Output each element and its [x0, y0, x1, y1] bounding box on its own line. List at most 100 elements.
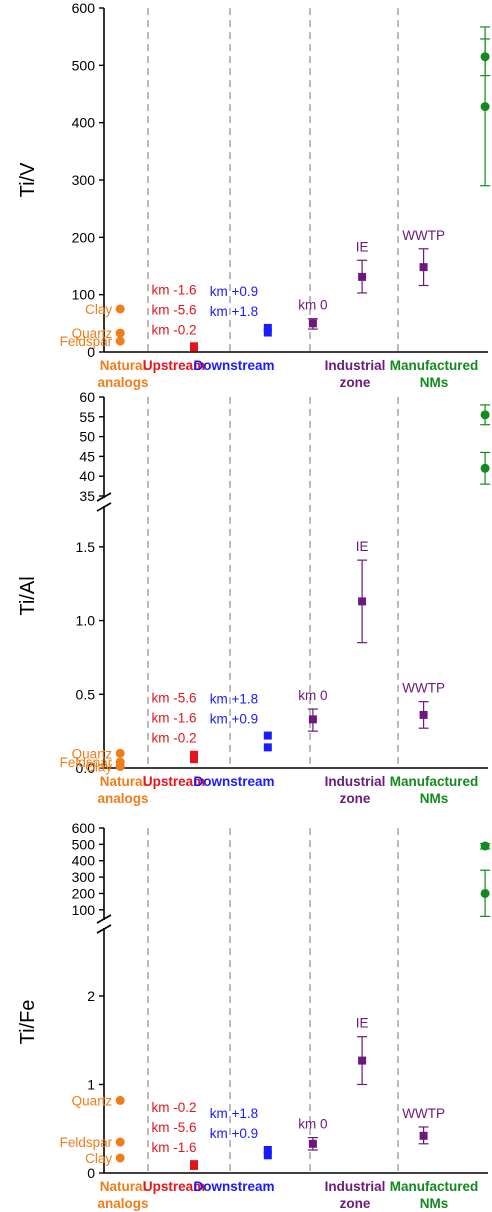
point-label: km +1.8: [210, 304, 258, 319]
y-tick-label: 1.0: [76, 613, 96, 629]
category-label: Downstream: [193, 358, 274, 373]
category-label: Industrial: [325, 1179, 386, 1194]
data-point: [308, 319, 317, 328]
point-label: km +1.8: [210, 692, 258, 707]
data-point: [480, 888, 490, 898]
y-axis-label: Ti/Fe: [17, 1000, 39, 1045]
axis-break-mark: [96, 914, 112, 924]
category-label: NMs: [420, 791, 449, 806]
point-label: km -0.2: [151, 322, 196, 337]
point-label: IE: [356, 539, 369, 554]
data-point: [419, 263, 428, 272]
category-label: Upstream: [143, 1179, 205, 1194]
category-label: Industrial: [325, 358, 386, 373]
y-tick-label: 300: [72, 869, 96, 885]
data-point: [480, 410, 490, 420]
y-tick-label: 300: [72, 172, 96, 188]
data-point: [115, 1153, 125, 1163]
data-point: [480, 841, 490, 851]
category-label: zone: [340, 1196, 371, 1211]
category-label: Manufactured: [390, 358, 479, 373]
data-point: [190, 755, 198, 764]
axis-break-mark: [96, 502, 112, 512]
data-point: [358, 1056, 367, 1065]
category-label: Natural: [100, 774, 147, 789]
y-tick-label: 40: [79, 468, 95, 484]
category-label: zone: [340, 791, 371, 806]
data-point: [115, 1137, 125, 1147]
y-tick-label: 35: [79, 488, 95, 504]
point-label: Clay: [85, 302, 112, 317]
category-label: Manufactured: [390, 774, 479, 789]
data-point: [115, 1095, 125, 1105]
y-tick-label: 400: [72, 853, 96, 869]
y-tick-label: 0.5: [76, 686, 96, 702]
data-point: [263, 731, 272, 740]
category-label: analogs: [97, 375, 148, 390]
category-label: NMs: [420, 375, 449, 390]
y-tick-label: 500: [72, 836, 96, 852]
point-label: Feldspar: [60, 334, 113, 349]
axis-break-mark: [96, 924, 112, 934]
data-point: [190, 1161, 198, 1170]
point-label: km +1.8: [210, 1106, 258, 1121]
data-point: [308, 715, 317, 724]
y-tick-label: 200: [72, 229, 96, 245]
point-label: Clay: [85, 1151, 112, 1166]
category-label: analogs: [97, 791, 148, 806]
point-label: IE: [356, 1016, 369, 1031]
data-point: [190, 343, 198, 352]
category-label: Downstream: [193, 1179, 274, 1194]
point-label: WWTP: [402, 228, 445, 243]
point-label: km -0.2: [151, 731, 196, 746]
point-label: Quartz: [72, 1093, 113, 1108]
point-label: IE: [356, 239, 369, 254]
data-point: [263, 323, 272, 332]
data-point: [419, 710, 428, 719]
y-axis-label: Ti/Al: [17, 576, 39, 615]
y-tick-label: 1: [87, 1076, 95, 1092]
point-label: Clay: [85, 760, 112, 775]
data-point: [263, 743, 272, 752]
y-tick-label: 0.0: [76, 760, 96, 776]
y-tick-label: 600: [72, 820, 96, 836]
axis-break-mark: [96, 492, 112, 502]
point-label: km -5.6: [151, 302, 196, 317]
category-label: Upstream: [143, 774, 205, 789]
point-label: km -5.6: [151, 691, 196, 706]
point-label: Quartz: [72, 326, 113, 341]
y-tick-label: 600: [72, 0, 96, 16]
point-label: km 0: [298, 298, 327, 313]
data-point: [115, 328, 125, 338]
category-label: zone: [340, 375, 371, 390]
y-tick-label: 55: [79, 409, 95, 425]
category-label: Manufactured: [390, 1179, 479, 1194]
data-point: [115, 762, 125, 772]
data-point: [358, 597, 367, 606]
point-label: km +0.9: [210, 712, 258, 727]
data-point: [480, 463, 490, 473]
y-tick-label: 400: [72, 115, 96, 131]
point-label: Feldspar: [60, 755, 113, 770]
point-label: km 0: [298, 1117, 327, 1132]
category-label: Downstream: [193, 774, 274, 789]
point-label: km 0: [298, 688, 327, 703]
category-label: Industrial: [325, 774, 386, 789]
point-label: Quartz: [72, 746, 113, 761]
y-tick-label: 60: [79, 389, 95, 405]
y-tick-label: 0: [87, 344, 95, 360]
y-tick-label: 45: [79, 448, 95, 464]
data-point: [263, 328, 272, 337]
y-tick-label: 100: [72, 287, 96, 303]
y-tick-label: 200: [72, 885, 96, 901]
point-label: WWTP: [402, 681, 445, 696]
y-axis-label: Ti/V: [17, 162, 39, 197]
y-tick-label: 1.5: [76, 539, 96, 555]
point-label: km +0.9: [210, 284, 258, 299]
data-point: [358, 272, 367, 281]
category-label: Upstream: [143, 358, 205, 373]
point-label: km -0.2: [151, 1100, 196, 1115]
y-tick-label: 50: [79, 429, 95, 445]
y-tick-label: 2: [87, 988, 95, 1004]
